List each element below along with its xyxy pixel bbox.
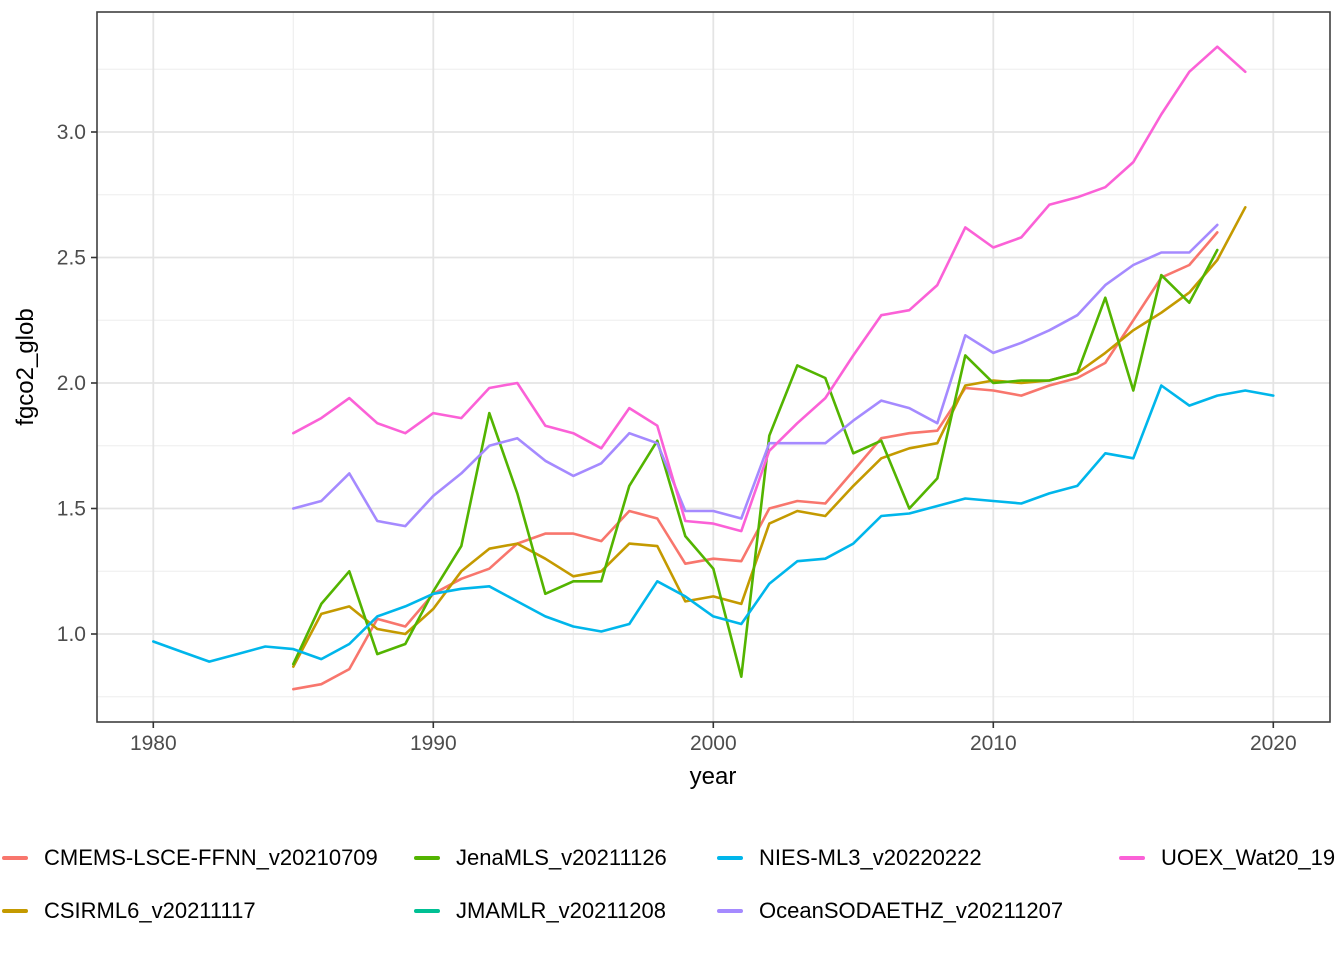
legend-label: CMEMS-LSCE-FFNN_v20210709 (44, 845, 378, 870)
y-tick-label: 3.0 (57, 121, 86, 144)
legend-key-line (717, 856, 743, 860)
y-tick-label: 2.0 (57, 372, 86, 395)
legend-entry: UOEX_Wat20_19 (1119, 842, 1335, 874)
y-tick-label: 1.0 (57, 623, 86, 646)
x-tick-label: 2020 (1250, 732, 1297, 755)
x-tick-label: 1990 (410, 732, 457, 755)
legend-entry: CSIRML6_v20211117 (2, 895, 256, 927)
legend-label: NIES-ML3_v20220222 (759, 845, 982, 870)
legend-entry: NIES-ML3_v20220222 (717, 842, 982, 874)
y-tick-label: 2.5 (57, 247, 86, 270)
legend-key-line (2, 856, 28, 860)
legend-key-line (2, 909, 28, 913)
series-line (291, 223, 1219, 528)
x-tick-label: 1980 (130, 732, 177, 755)
legend-key-line (414, 909, 440, 913)
legend-key-line (1119, 856, 1145, 860)
legend-label: JMAMLR_v20211208 (456, 898, 666, 923)
legend-label: CSIRML6_v20211117 (44, 898, 256, 923)
legend-key-line (717, 909, 743, 913)
legend-entry: CMEMS-LSCE-FFNN_v20210709 (2, 842, 378, 874)
series-line (291, 231, 1219, 691)
x-tick-label: 2010 (970, 732, 1017, 755)
series-line (291, 248, 1219, 679)
series-line (152, 384, 1275, 663)
series-line (291, 45, 1247, 533)
y-tick-label: 1.5 (57, 498, 86, 521)
legend-entry: OceanSODAETHZ_v20211207 (717, 895, 1063, 927)
legend-label: OceanSODAETHZ_v20211207 (759, 898, 1064, 923)
x-axis-title: year (689, 763, 737, 790)
legend-label: UOEX_Wat20_19 (1161, 845, 1336, 870)
line-chart: 1980 1990 2000 2010 2020 1.0 1.5 2.0 2.5 3.0 (57, 11, 1331, 755)
y-axis-title: fgco2_glob (12, 308, 39, 426)
legend-key-line (414, 856, 440, 860)
legend-entry: JMAMLR_v20211208 (414, 895, 666, 927)
legend-label: JenaMLS_v20211126 (456, 845, 667, 870)
series-line (291, 206, 1247, 668)
legend-entry: JenaMLS_v20211126 (414, 842, 667, 874)
x-tick-label: 2000 (690, 732, 737, 755)
